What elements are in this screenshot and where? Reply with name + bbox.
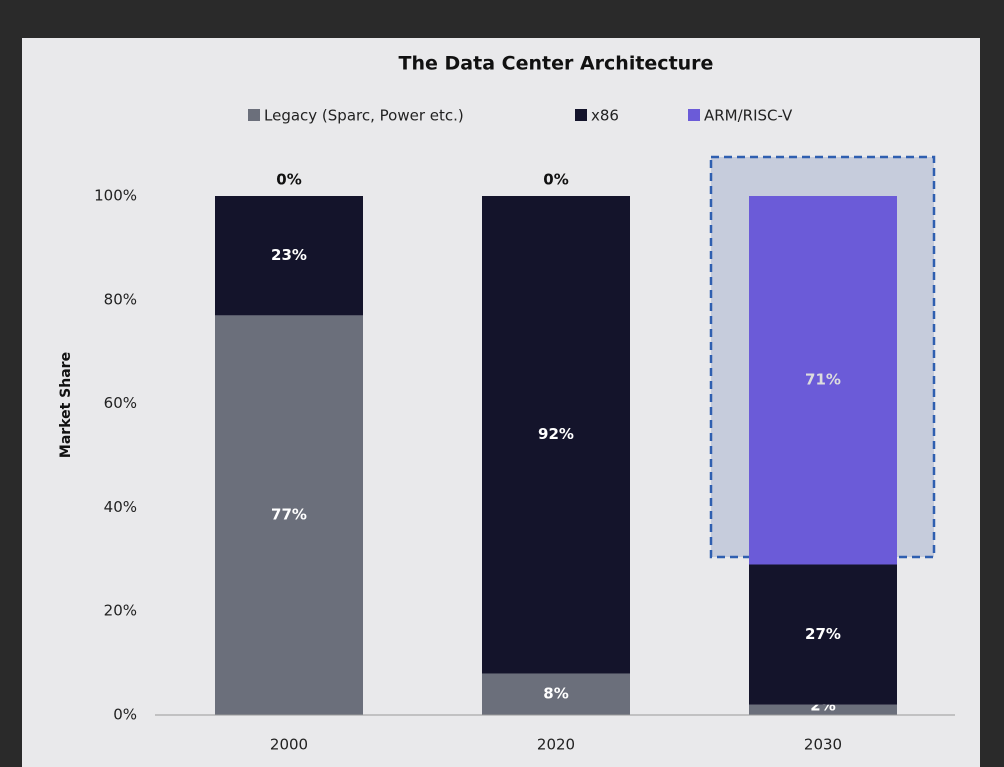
y-tick-label: 40% bbox=[104, 498, 137, 516]
bar-segment bbox=[749, 704, 897, 715]
x-tick-label: 2000 bbox=[270, 736, 308, 754]
legend-swatch bbox=[688, 109, 700, 121]
chart-title: The Data Center Architecture bbox=[399, 53, 714, 75]
data-label: 23% bbox=[271, 246, 307, 264]
bar-segment bbox=[749, 564, 897, 705]
legend-label: Legacy (Sparc, Power etc.) bbox=[264, 107, 464, 125]
data-label: 77% bbox=[271, 506, 307, 524]
y-tick-label: 60% bbox=[104, 394, 137, 412]
legend-label: ARM/RISC-V bbox=[704, 107, 793, 125]
y-tick-label: 0% bbox=[113, 706, 137, 724]
legend-label: x86 bbox=[591, 107, 619, 125]
bar-segment bbox=[749, 196, 897, 565]
x-tick-label: 2030 bbox=[804, 736, 842, 754]
data-label: 92% bbox=[538, 425, 574, 443]
y-tick-label: 20% bbox=[104, 602, 137, 620]
bar-segment bbox=[215, 315, 363, 715]
y-tick-label: 80% bbox=[104, 290, 137, 308]
bar-segment bbox=[482, 196, 630, 674]
data-label: 0% bbox=[276, 171, 301, 189]
data-label: 71% bbox=[805, 371, 841, 389]
x-tick-label: 2020 bbox=[537, 736, 575, 754]
data-label: 0% bbox=[543, 171, 568, 189]
y-axis-label: Market Share bbox=[58, 352, 74, 458]
data-label: 8% bbox=[543, 685, 568, 703]
y-tick-label: 100% bbox=[94, 187, 137, 205]
legend-swatch bbox=[248, 109, 260, 121]
legend-swatch bbox=[575, 109, 587, 121]
data-label: 27% bbox=[805, 625, 841, 643]
bar-segment bbox=[482, 673, 630, 715]
bar-segment bbox=[215, 196, 363, 316]
